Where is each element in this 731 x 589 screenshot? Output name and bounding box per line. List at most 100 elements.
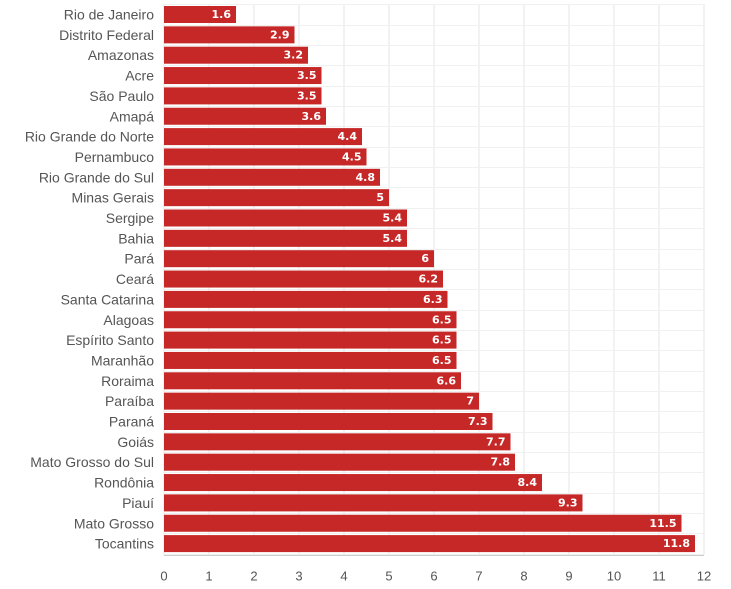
category-label: Pernambuco <box>75 149 155 165</box>
category-label: Distrito Federal <box>59 27 154 43</box>
value-label: 6.6 <box>437 374 457 387</box>
x-tick-label: 8 <box>520 569 527 584</box>
x-tick-label: 7 <box>475 569 482 584</box>
value-label: 5 <box>376 191 384 204</box>
x-tick-label: 2 <box>250 569 257 584</box>
category-label: Santa Catarina <box>61 291 155 307</box>
bar <box>164 413 493 430</box>
value-label: 9.3 <box>558 496 578 509</box>
bar <box>164 311 457 329</box>
bar <box>164 453 515 471</box>
value-label: 4.4 <box>338 130 358 143</box>
bar <box>164 331 457 349</box>
x-tick-label: 12 <box>697 569 711 584</box>
x-tick-label: 10 <box>607 569 621 584</box>
value-label: 7 <box>466 395 474 408</box>
value-label: 6.5 <box>432 313 452 326</box>
value-label: 4.8 <box>356 171 376 184</box>
bar <box>164 67 322 85</box>
x-tick-label: 0 <box>160 569 167 584</box>
category-label: Espírito Santo <box>66 332 154 348</box>
category-label: Mato Grosso <box>74 515 154 531</box>
x-tick-label: 11 <box>652 569 666 584</box>
category-label: São Paulo <box>89 88 154 104</box>
gridlines <box>163 4 705 555</box>
category-label: Rio Grande do Sul <box>39 169 154 185</box>
bar <box>164 87 322 105</box>
category-label: Amapá <box>110 108 155 124</box>
category-label: Alagoas <box>103 312 154 328</box>
x-tick-label: 9 <box>565 569 572 584</box>
value-labels: 1.6 2.9 3.2 3.5 3.5 3.6 4.4 4.5 4.85 5.4 5.4 6 6.2 6.… <box>212 8 691 550</box>
bar <box>164 128 362 146</box>
category-label: Minas Gerais <box>72 190 154 206</box>
bar <box>164 46 308 64</box>
bar <box>164 189 389 207</box>
value-label: 8.4 <box>518 476 538 489</box>
bar <box>164 494 583 512</box>
bar <box>164 250 434 268</box>
value-label: 6.5 <box>432 354 452 367</box>
bar <box>164 270 443 288</box>
x-tick-label: 4 <box>340 569 347 584</box>
category-label: Maranhão <box>91 352 154 368</box>
category-label: Roraima <box>101 373 154 389</box>
value-label: 6.2 <box>419 273 439 286</box>
value-label: 11.8 <box>663 537 690 550</box>
value-label: 6 <box>421 252 429 265</box>
category-label: Goiás <box>117 434 154 450</box>
x-axis-ticks: 0 1 2 3 4 5 6 7 8 9 10 11 12 <box>160 555 711 584</box>
bar <box>164 535 695 553</box>
category-label: Acre <box>125 68 154 84</box>
x-tick-label: 5 <box>385 569 392 584</box>
category-label: Rio de Janeiro <box>64 7 154 23</box>
category-label: Mato Grosso do Sul <box>30 454 154 470</box>
value-label: 1.6 <box>212 8 232 21</box>
bar <box>164 229 407 247</box>
bar <box>164 26 295 44</box>
value-label: 3.5 <box>297 89 317 102</box>
category-label: Bahia <box>118 230 154 246</box>
x-tick-label: 1 <box>205 569 212 584</box>
bar <box>164 290 448 308</box>
value-label: 3.5 <box>297 69 317 82</box>
bar <box>164 392 479 410</box>
x-tick-label: 6 <box>430 569 437 584</box>
bar <box>164 107 326 125</box>
category-label: Rondônia <box>94 475 154 491</box>
value-label: 7.7 <box>486 435 506 448</box>
value-label: 3.2 <box>284 49 304 62</box>
x-tick-label: 3 <box>295 569 302 584</box>
value-label: 11.5 <box>649 517 676 530</box>
category-label: Paraíba <box>105 393 154 409</box>
value-label: 5.4 <box>383 232 403 245</box>
value-label: 7.8 <box>491 456 511 469</box>
bar <box>164 209 407 227</box>
value-label: 2.9 <box>270 28 290 41</box>
bar <box>164 514 682 532</box>
category-label: Paraná <box>109 414 154 430</box>
value-label: 4.5 <box>342 150 362 163</box>
value-label: 5.4 <box>383 212 403 225</box>
category-label: Tocantins <box>95 536 154 552</box>
category-label: Ceará <box>116 271 154 287</box>
category-label: Piauí <box>122 495 154 511</box>
bars <box>164 6 695 553</box>
category-label: Pará <box>124 251 154 267</box>
value-label: 6.3 <box>423 293 443 306</box>
bar <box>164 433 511 451</box>
value-label: 6.5 <box>432 334 452 347</box>
category-labels: Rio de Janeiro Distrito Federal Amazonas Ac… <box>25 7 154 552</box>
value-label: 7.3 <box>468 415 488 428</box>
bar <box>164 148 367 166</box>
bar <box>164 168 380 186</box>
bar <box>164 372 461 390</box>
bar <box>164 474 542 492</box>
category-label: Sergipe <box>106 210 154 226</box>
bar <box>164 351 457 369</box>
category-label: Amazonas <box>88 47 154 63</box>
value-label: 3.6 <box>302 110 322 123</box>
bar <box>164 6 236 23</box>
category-label: Rio Grande do Norte <box>25 129 154 145</box>
